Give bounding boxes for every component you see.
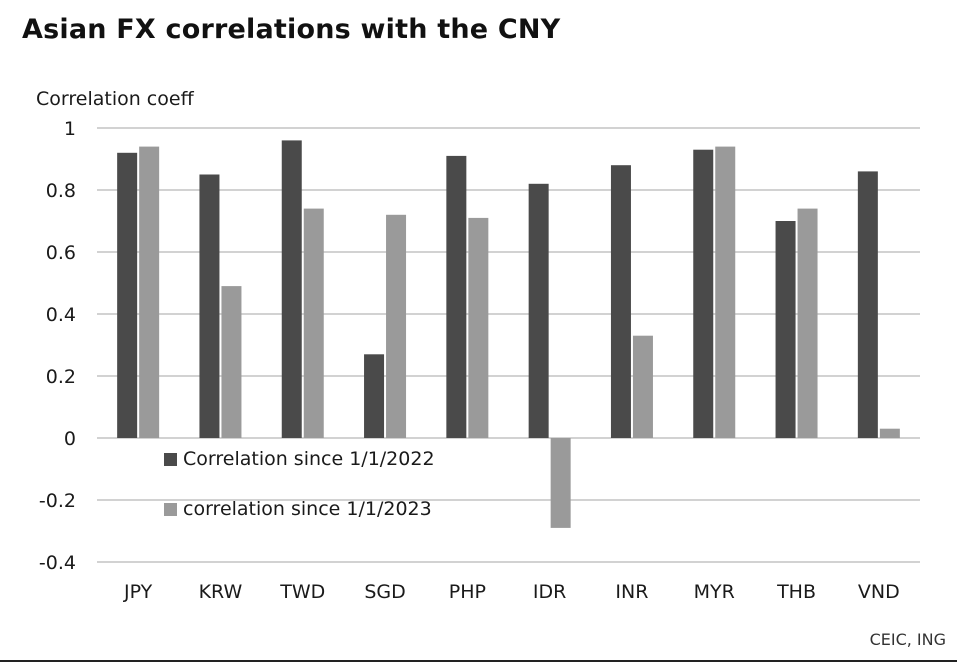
y-tick-label: 1 [64, 118, 76, 140]
bar-sgd-series-1 [364, 354, 385, 438]
x-tick-label: INR [615, 581, 648, 603]
bar-vnd-series-2 [879, 428, 900, 438]
y-tick-label: 0.6 [46, 242, 76, 264]
bar-twd-series-2 [303, 208, 324, 438]
x-axis: JPY KRW TWD SGD PHP IDR INR MYR THB VND [123, 581, 900, 603]
legend-label: Correlation since 1/1/2022 [183, 448, 435, 470]
legend-swatch [164, 503, 177, 516]
legend: Correlation since 1/1/2022 correlation si… [164, 448, 435, 520]
source-note: CEIC, ING [870, 630, 946, 649]
x-tick-label: MYR [694, 581, 735, 603]
bar-idr-series-2 [550, 438, 571, 528]
bar-thb-series-2 [797, 208, 818, 438]
x-tick-label: THB [776, 581, 816, 603]
bars [117, 140, 900, 528]
bar-krw-series-1 [199, 174, 220, 438]
x-tick-label: TWD [279, 581, 325, 603]
y-tick-label: 0.8 [46, 180, 76, 202]
y-axis: -0.4 -0.2 0 0.2 0.4 0.6 0.8 1 [39, 118, 76, 574]
bar-jpy-series-1 [117, 152, 138, 439]
y-tick-label: 0 [64, 428, 76, 450]
bar-php-series-2 [468, 217, 489, 438]
legend-swatch [164, 453, 177, 466]
x-tick-label: SGD [364, 581, 405, 603]
bar-sgd-series-2 [386, 214, 407, 438]
y-tick-label: -0.4 [39, 552, 76, 574]
bar-twd-series-1 [281, 140, 302, 438]
y-tick-label: 0.4 [46, 304, 76, 326]
bar-myr-series-2 [715, 146, 736, 438]
y-tick-label: 0.2 [46, 366, 76, 388]
x-tick-label: IDR [533, 581, 566, 603]
bar-vnd-series-1 [857, 171, 878, 438]
bar-inr-series-2 [632, 335, 653, 438]
x-tick-label: PHP [449, 581, 486, 603]
bar-jpy-series-2 [139, 146, 160, 438]
x-tick-label: JPY [123, 581, 153, 603]
x-tick-label: VND [858, 581, 900, 603]
bar-inr-series-1 [610, 165, 631, 438]
x-tick-label: KRW [199, 581, 243, 603]
bar-php-series-1 [446, 155, 467, 438]
bar-thb-series-1 [775, 221, 796, 438]
y-axis-label: Correlation coeff [36, 88, 195, 110]
chart-title: Asian FX correlations with the CNY [22, 14, 561, 45]
gridlines [97, 127, 920, 563]
bottom-rule [0, 660, 957, 662]
legend-label: correlation since 1/1/2023 [183, 498, 432, 520]
y-tick-label: -0.2 [39, 490, 76, 512]
bar-myr-series-1 [693, 149, 714, 438]
bar-krw-series-2 [221, 286, 242, 438]
bar-idr-series-1 [528, 183, 549, 438]
